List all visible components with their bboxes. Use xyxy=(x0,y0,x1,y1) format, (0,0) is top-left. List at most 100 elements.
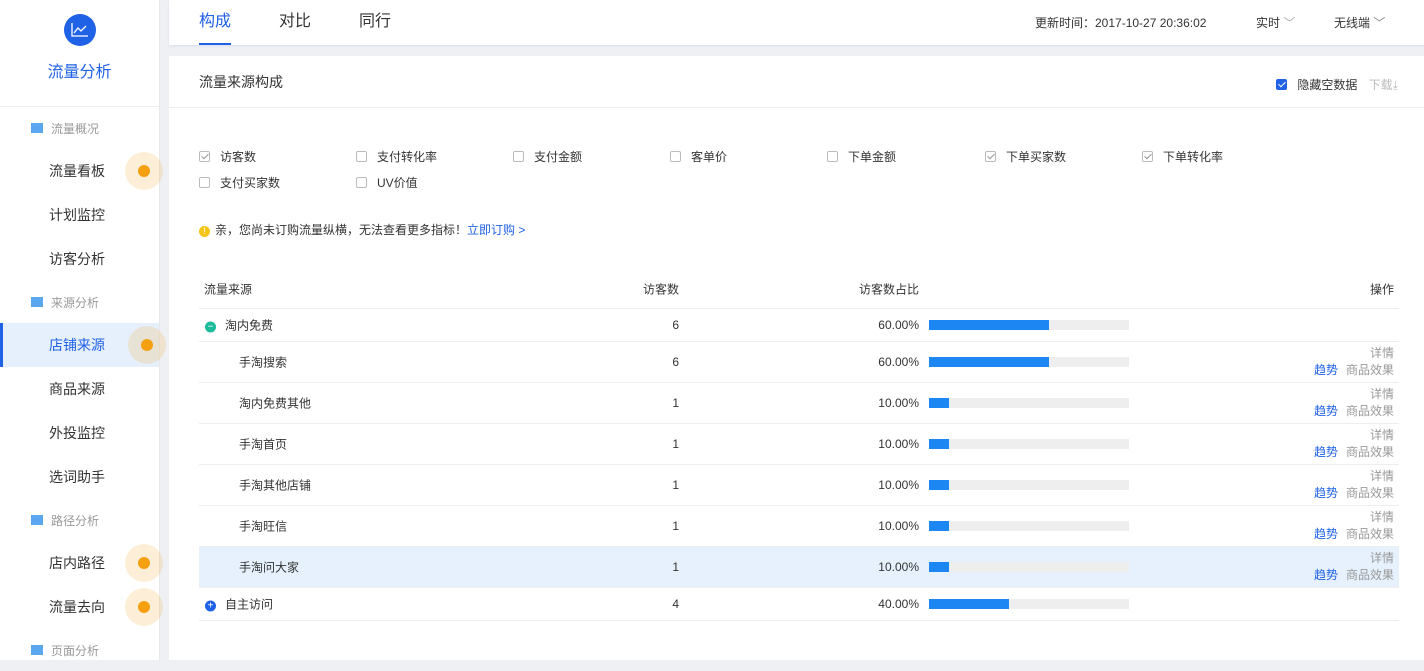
table-row[interactable]: 手淘首页 1 10.00% 详情 趋势 商品效果 xyxy=(199,424,1399,465)
metric-checkbox[interactable]: 支付买家数 xyxy=(199,174,280,191)
product-effect-link[interactable]: 商品效果 xyxy=(1345,527,1394,541)
sidebar-item-label: 店铺来源 xyxy=(49,337,105,353)
row-actions: 详情趋势 商品效果 xyxy=(1314,386,1394,420)
metric-checkbox[interactable]: 支付转化率 xyxy=(356,148,437,165)
table-row[interactable]: 手淘其他店铺 1 10.00% 详情 趋势 商品效果 xyxy=(199,465,1399,506)
notification-dot-icon xyxy=(125,544,163,582)
visitors-value: 4 xyxy=(672,597,679,611)
ratio-value: 10.00% xyxy=(878,560,919,574)
nav-group: 来源分析 xyxy=(0,281,159,323)
checkbox-icon xyxy=(827,151,838,162)
ratio-bar xyxy=(929,439,1129,449)
metric-label: 客单价 xyxy=(691,150,728,164)
trend-link[interactable]: 趋势 xyxy=(1313,363,1338,377)
sidebar-item-label: 流量去向 xyxy=(49,599,105,615)
ratio-value: 10.00% xyxy=(878,396,919,410)
visitors-value: 1 xyxy=(672,519,679,533)
detail-link[interactable]: 详情 xyxy=(1369,469,1394,483)
table-row[interactable]: 手淘搜索 6 60.00% 详情 趋势 商品效果 xyxy=(199,342,1399,383)
checkbox-icon xyxy=(1276,79,1288,90)
detail-link[interactable]: 详情 xyxy=(1369,510,1394,524)
metric-checkbox[interactable]: 访客数 xyxy=(199,148,256,165)
nav-group-label: 页面分析 xyxy=(51,643,100,658)
download-icon: ⤓ xyxy=(1392,78,1398,92)
ratio-bar-fill xyxy=(929,480,949,490)
trend-link[interactable]: 趋势 xyxy=(1313,445,1338,459)
detail-link[interactable]: 详情 xyxy=(1369,551,1394,565)
source-name: 淘内免费 xyxy=(225,318,274,333)
chevron-down-icon: ﹀ xyxy=(1370,16,1386,30)
checkbox-icon xyxy=(670,151,681,162)
metric-label: 下单买家数 xyxy=(1006,150,1067,164)
subscribe-link[interactable]: 立即订购 > xyxy=(467,223,526,237)
update-time: 更新时间：2017-10-27 20:36:02 xyxy=(1035,16,1207,30)
sidebar-item[interactable]: 流量看板 xyxy=(0,149,163,193)
tab-peers[interactable]: 同行 xyxy=(359,13,392,30)
building-icon xyxy=(31,515,43,525)
sidebar-item[interactable]: 选词助手 xyxy=(0,455,159,499)
metric-checkbox[interactable]: 下单转化率 xyxy=(1142,148,1223,165)
sidebar-item[interactable]: 商品来源 xyxy=(0,367,159,411)
table-row[interactable]: 手淘旺信 1 10.00% 详情 趋势 商品效果 xyxy=(199,506,1399,547)
ratio-bar-fill xyxy=(929,562,949,572)
tab-compare[interactable]: 对比 xyxy=(279,13,312,30)
download-button[interactable]: 下载⤓ xyxy=(1369,78,1398,92)
checkbox-icon xyxy=(985,151,996,162)
ratio-value: 60.00% xyxy=(878,318,919,332)
table-row[interactable]: + 自主访问 4 40.00% xyxy=(199,588,1399,621)
metric-checkbox[interactable]: UV价值 xyxy=(356,174,418,191)
nav-group-label: 路径分析 xyxy=(51,513,100,528)
expand-icon[interactable]: + xyxy=(205,600,216,612)
visitors-value: 1 xyxy=(672,478,679,492)
line-chart-icon xyxy=(63,14,96,46)
table-header: 流量来源 访客数 访客数占比 操作 xyxy=(199,269,1399,309)
source-name: 自主访问 xyxy=(225,597,274,612)
sidebar-item[interactable]: 外投监控 xyxy=(0,411,159,455)
ratio-bar xyxy=(929,562,1129,572)
app-logo: 流量分析 xyxy=(0,0,159,107)
trend-link[interactable]: 趋势 xyxy=(1313,404,1338,418)
metric-checkbox[interactable]: 下单金额 xyxy=(827,148,896,165)
sidebar-item[interactable]: 计划监控 xyxy=(0,193,159,237)
device-select[interactable]: 无线端 ﹀ xyxy=(1334,14,1385,31)
period-select[interactable]: 实时 ﹀ xyxy=(1256,14,1295,31)
header-source: 流量来源 xyxy=(204,282,253,296)
source-name: 手淘问大家 xyxy=(239,560,300,575)
tab-composition[interactable]: 构成 xyxy=(199,0,232,45)
sidebar-item-label: 访客分析 xyxy=(49,251,105,267)
ratio-bar xyxy=(929,398,1129,408)
detail-link[interactable]: 详情 xyxy=(1369,428,1394,442)
ratio-bar xyxy=(929,320,1129,330)
source-name: 手淘首页 xyxy=(239,437,288,452)
metric-checkbox[interactable]: 支付金额 xyxy=(513,148,582,165)
table-row[interactable]: 手淘问大家 1 10.00% 详情 趋势 商品效果 xyxy=(199,547,1399,588)
table-row[interactable]: 淘内免费其他 1 10.00% 详情 趋势 商品效果 xyxy=(199,383,1399,424)
header-ratio: 访客数占比 xyxy=(858,282,919,296)
hide-empty-checkbox[interactable]: 隐藏空数据 xyxy=(1276,78,1357,92)
collapse-icon[interactable]: − xyxy=(205,321,216,333)
sidebar-item[interactable]: 流量去向 xyxy=(0,585,163,629)
building-icon xyxy=(31,645,43,655)
sidebar-item[interactable]: 访客分析 xyxy=(0,237,159,281)
detail-link[interactable]: 详情 xyxy=(1369,387,1394,401)
sidebar-item[interactable]: 店铺来源 xyxy=(0,323,166,367)
trend-link[interactable]: 趋势 xyxy=(1313,486,1338,500)
trend-link[interactable]: 趋势 xyxy=(1313,527,1338,541)
sidebar-item[interactable]: 店内路径 xyxy=(0,541,163,585)
sidebar-item-label: 计划监控 xyxy=(49,207,105,223)
metric-checkbox[interactable]: 客单价 xyxy=(670,148,727,165)
product-effect-link[interactable]: 商品效果 xyxy=(1345,486,1394,500)
product-effect-link[interactable]: 商品效果 xyxy=(1345,404,1394,418)
table-row[interactable]: − 淘内免费 6 60.00% xyxy=(199,309,1399,342)
detail-link[interactable]: 详情 xyxy=(1369,346,1394,360)
checkbox-icon xyxy=(356,151,367,162)
top-bar: 构成 对比 同行 更新时间：2017-10-27 20:36:02 实时 ﹀ 无… xyxy=(169,0,1424,45)
metric-checkbox[interactable]: 下单买家数 xyxy=(985,148,1066,165)
metric-label: 下单金额 xyxy=(848,150,897,164)
checkbox-icon xyxy=(1142,151,1153,162)
product-effect-link[interactable]: 商品效果 xyxy=(1345,363,1394,377)
metric-label: 支付买家数 xyxy=(220,176,281,190)
product-effect-link[interactable]: 商品效果 xyxy=(1345,568,1394,582)
trend-link[interactable]: 趋势 xyxy=(1313,568,1338,582)
product-effect-link[interactable]: 商品效果 xyxy=(1345,445,1394,459)
